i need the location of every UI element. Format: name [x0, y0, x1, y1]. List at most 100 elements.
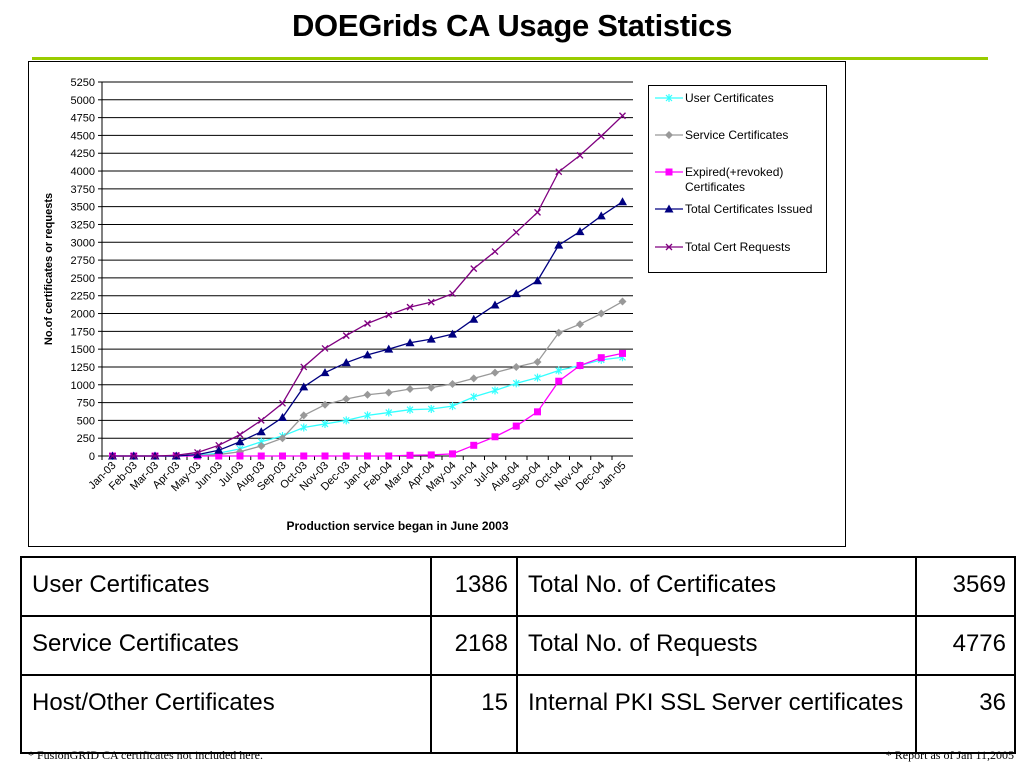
data-point — [405, 338, 415, 347]
footnote-right: * Report as of Jan 11,2005 — [885, 748, 1014, 762]
chart-frame: 0 250 500 750 1000 1250 1500 1750 2000 2250 2500 27… — [28, 61, 846, 547]
y-tick-label: 250 — [77, 433, 95, 445]
y-tick-label: 4500 — [71, 130, 95, 142]
legend-swatch-marker — [665, 94, 673, 102]
data-point — [575, 227, 585, 236]
x-axis-title: Production service began in June 2003 — [286, 519, 508, 533]
data-point — [491, 248, 499, 256]
y-tick-label: 5000 — [71, 95, 95, 107]
data-point — [469, 314, 479, 323]
y-tick-label: 0 — [89, 451, 95, 463]
y-tick-label: 3000 — [71, 237, 95, 249]
chart-legend: User Certificates Service Certificates Exp… — [648, 85, 827, 273]
stat-label: Total No. of Requests — [515, 615, 918, 676]
data-point — [512, 422, 520, 430]
data-point — [597, 132, 605, 140]
data-point — [236, 431, 244, 439]
data-point — [363, 390, 372, 399]
legend-swatch — [655, 94, 683, 102]
data-point — [427, 383, 436, 392]
legend-item: Expired(+revoked) Certificates — [655, 165, 830, 195]
stat-value: 2168 — [430, 615, 518, 676]
series-line — [112, 352, 623, 457]
legend-swatch-marker — [665, 131, 673, 139]
data-point — [278, 434, 287, 443]
data-point — [385, 452, 393, 460]
data-point — [449, 450, 456, 458]
data-point — [448, 329, 457, 338]
data-point — [257, 452, 265, 460]
data-point — [533, 357, 542, 366]
title-underline — [32, 57, 988, 60]
series-line — [112, 115, 623, 457]
data-point — [342, 395, 351, 404]
data-point — [596, 211, 606, 220]
stat-label: Service Certificates — [19, 615, 433, 676]
data-point — [321, 400, 329, 409]
data-point — [554, 240, 564, 249]
data-point — [555, 377, 563, 385]
data-point — [512, 379, 520, 388]
stats-table: User Certificates 1386 Total No. of Cert… — [19, 556, 1016, 754]
data-point — [342, 452, 350, 460]
y-tick-label: 4750 — [71, 113, 95, 125]
data-point — [300, 363, 308, 371]
data-point — [490, 300, 500, 309]
data-point — [554, 328, 563, 337]
series-user-certificates — [109, 353, 626, 460]
data-point — [215, 441, 223, 449]
data-point — [300, 423, 308, 432]
y-tick-label: 2750 — [71, 255, 95, 267]
series-total-cert-requests — [109, 112, 626, 460]
data-point — [321, 452, 329, 460]
data-point — [512, 228, 520, 236]
legend-swatch — [655, 243, 683, 251]
data-point — [194, 448, 201, 456]
table-row: Host/Other Certificates 15 Internal PKI … — [19, 674, 1016, 754]
table-row: User Certificates 1386 Total No. of Cert… — [19, 556, 1016, 617]
y-tick-label: 500 — [77, 415, 95, 427]
data-point — [470, 392, 478, 401]
usage-line-chart: 0 250 500 750 1000 1250 1500 1750 2000 2250 2500 27… — [43, 77, 633, 533]
data-point — [534, 208, 541, 216]
legend-item: Service Certificates — [655, 128, 830, 143]
data-point — [406, 451, 414, 459]
data-point — [406, 385, 414, 394]
data-point — [597, 309, 606, 318]
data-point — [449, 290, 456, 298]
data-point — [172, 451, 180, 459]
data-point — [299, 382, 309, 391]
y-tick-label: 4000 — [71, 166, 95, 178]
legend-label: Service Certificates — [685, 128, 789, 142]
data-point — [555, 168, 563, 176]
data-point — [533, 276, 542, 285]
legend-swatch-marker — [665, 243, 673, 251]
data-point — [257, 442, 266, 451]
stat-label: Host/Other Certificates — [19, 674, 433, 754]
stat-label: User Certificates — [19, 556, 433, 617]
legend-swatch-marker — [665, 168, 673, 176]
data-point — [449, 402, 456, 411]
legend-label: Expired(+revoked) Certificates — [685, 165, 784, 194]
y-tick-label: 3750 — [71, 184, 95, 196]
data-point — [384, 388, 393, 397]
legend-swatch-marker — [664, 204, 674, 213]
data-point — [426, 334, 436, 343]
data-point — [130, 452, 138, 460]
data-point — [597, 354, 605, 362]
page-title: DOEGrids CA Usage Statistics — [291, 8, 733, 43]
legend-item: Total Certificates Issued — [655, 202, 830, 217]
data-point — [299, 411, 308, 420]
y-tick-label: 750 — [77, 398, 95, 410]
data-point — [618, 197, 627, 206]
y-tick-label: 1000 — [71, 380, 95, 392]
stat-value: 1386 — [430, 556, 518, 617]
y-tick-label: 3250 — [71, 219, 95, 231]
series-expired-revoked-certificates — [109, 349, 626, 460]
stat-value: 36 — [915, 674, 1016, 754]
data-point — [555, 366, 563, 375]
data-point — [279, 452, 286, 460]
stat-value: 15 — [430, 674, 518, 754]
data-point — [321, 419, 329, 428]
data-point — [342, 332, 350, 340]
